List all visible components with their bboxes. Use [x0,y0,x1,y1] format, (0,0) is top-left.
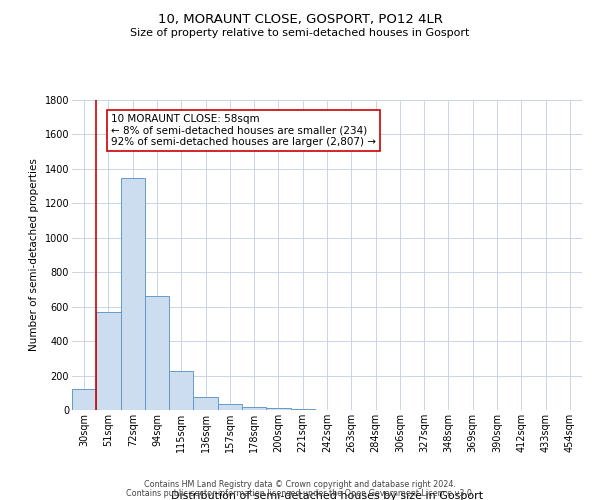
Bar [266,408,290,410]
X-axis label: Distribution of semi-detached houses by size in Gosport: Distribution of semi-detached houses by … [171,491,483,500]
Text: 10, MORAUNT CLOSE, GOSPORT, PO12 4LR: 10, MORAUNT CLOSE, GOSPORT, PO12 4LR [158,12,442,26]
Text: Size of property relative to semi-detached houses in Gosport: Size of property relative to semi-detach… [130,28,470,38]
Bar [121,178,145,410]
Bar [290,409,315,410]
Bar [218,404,242,410]
Bar [145,296,169,410]
Text: Contains public sector information licensed under the Open Government Licence v3: Contains public sector information licen… [126,488,474,498]
Y-axis label: Number of semi-detached properties: Number of semi-detached properties [29,158,39,352]
Bar [242,408,266,410]
Bar [193,397,218,410]
Bar [72,390,96,410]
Bar [169,371,193,410]
Text: Contains HM Land Registry data © Crown copyright and database right 2024.: Contains HM Land Registry data © Crown c… [144,480,456,489]
Bar [96,312,121,410]
Text: 10 MORAUNT CLOSE: 58sqm
← 8% of semi-detached houses are smaller (234)
92% of se: 10 MORAUNT CLOSE: 58sqm ← 8% of semi-det… [111,114,376,147]
